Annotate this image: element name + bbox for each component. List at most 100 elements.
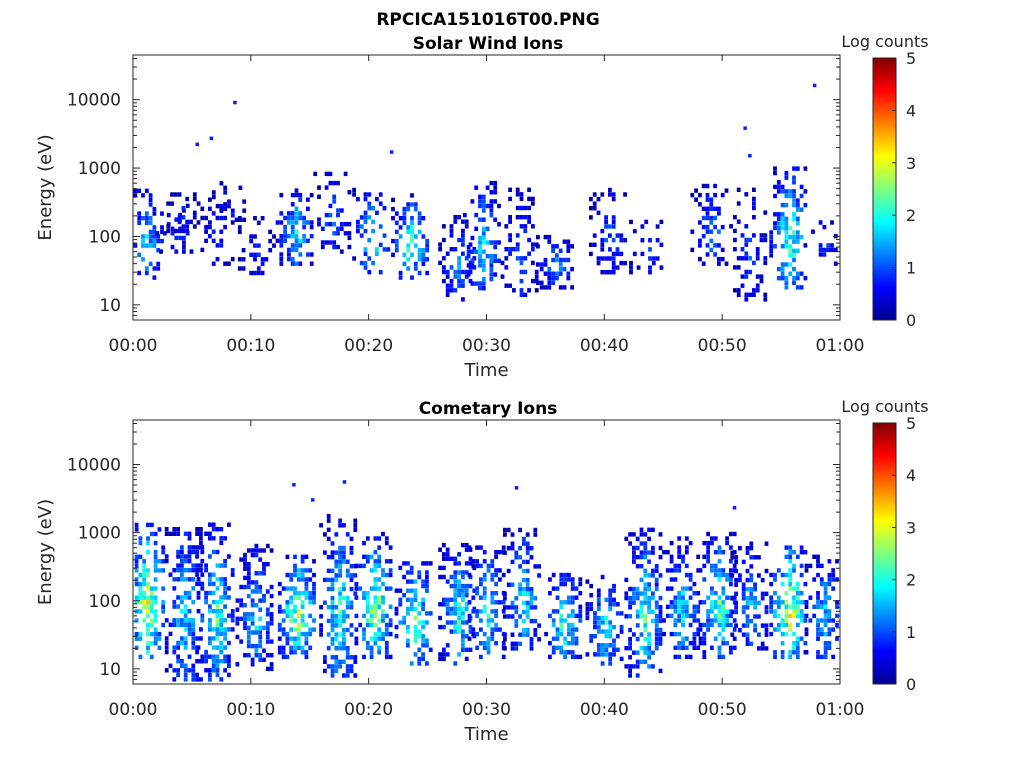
- heatmap-cell: [332, 240, 337, 245]
- heatmap-cell: [522, 587, 526, 592]
- heatmap-cell: [792, 600, 796, 605]
- heatmap-cell: [354, 613, 359, 619]
- heatmap-cell: [732, 595, 737, 600]
- heatmap-cell: [204, 668, 208, 673]
- heatmap-cell: [398, 216, 403, 221]
- heatmap-cell: [651, 595, 655, 601]
- heatmap-cell: [780, 641, 785, 646]
- heatmap-cell: [445, 556, 450, 561]
- heatmap-cell: [567, 600, 571, 605]
- heatmap-cell: [730, 550, 735, 555]
- heatmap-cell: [745, 623, 750, 628]
- heatmap-cell: [211, 645, 216, 650]
- heatmap-cell: [265, 634, 270, 640]
- heatmap-cell: [170, 201, 174, 206]
- heatmap-cell: [647, 600, 651, 605]
- heatmap-cell: [279, 234, 284, 239]
- heatmap-cell: [309, 224, 314, 230]
- heatmap-cell: [289, 595, 294, 600]
- heatmap-cell: [272, 234, 276, 239]
- heatmap-cell: [481, 281, 486, 286]
- heatmap-cell: [816, 591, 820, 596]
- heatmap-cell: [211, 211, 216, 216]
- heatmap-cell: [246, 639, 251, 644]
- heatmap-cell: [445, 579, 450, 584]
- heatmap-cell: [811, 229, 815, 234]
- heatmap-cell: [567, 627, 571, 632]
- heatmap-cell: [339, 208, 344, 213]
- heatmap-cell: [662, 631, 666, 637]
- heatmap-cell: [328, 171, 333, 177]
- heatmap-cell: [174, 249, 179, 254]
- heatmap-cell: [567, 595, 571, 600]
- heatmap-cell: [705, 243, 710, 248]
- heatmap-cell: [752, 196, 756, 202]
- heatmap-cell: [654, 577, 659, 583]
- heatmap-cell: [596, 597, 601, 602]
- heatmap-cell: [466, 254, 471, 259]
- heatmap-cell: [269, 548, 274, 553]
- heatmap-cell: [522, 577, 526, 583]
- heatmap-cell: [309, 261, 314, 266]
- heatmap-cell: [354, 595, 359, 600]
- heatmap-cell: [548, 591, 552, 596]
- heatmap-cell: [230, 613, 235, 618]
- heatmap-cell: [615, 634, 620, 639]
- heatmap-cell: [353, 655, 358, 660]
- heatmap-cell: [713, 604, 718, 609]
- heatmap-cell: [464, 593, 469, 598]
- heatmap-cell: [185, 231, 190, 236]
- heatmap-cell: [384, 536, 389, 541]
- heatmap-cell: [312, 572, 316, 578]
- heatmap-cell: [219, 599, 224, 605]
- heatmap-cell: [604, 615, 609, 621]
- heatmap-cell: [741, 582, 746, 587]
- heatmap-cell: [494, 600, 498, 605]
- heatmap-cell: [183, 604, 188, 609]
- heatmap-cell: [149, 622, 154, 628]
- heatmap-cell: [204, 595, 208, 600]
- heatmap-cell: [304, 654, 309, 660]
- heatmap-cell: [138, 581, 143, 587]
- heatmap-cell: [141, 243, 145, 248]
- heatmap-cell: [658, 573, 663, 578]
- heatmap-cell: [166, 222, 171, 227]
- heatmap-cell: [324, 212, 329, 218]
- heatmap-cell: [788, 189, 793, 194]
- heatmap-cell: [425, 579, 429, 584]
- heatmap-cell: [339, 249, 344, 254]
- heatmap-cell: [178, 235, 182, 241]
- heatmap-cell: [600, 574, 605, 580]
- heatmap-cell: [725, 609, 729, 614]
- heatmap-cell: [570, 581, 575, 587]
- heatmap-cell: [701, 261, 706, 266]
- heatmap-cell: [830, 243, 834, 248]
- heatmap-cell: [692, 604, 697, 609]
- heatmap-cell: [334, 623, 339, 628]
- heatmap-cell: [187, 549, 192, 555]
- heatmap-cell: [438, 602, 442, 607]
- heatmap-cell: [417, 634, 422, 639]
- heatmap-cell: [191, 663, 196, 668]
- heatmap-cell: [191, 549, 196, 555]
- heatmap-cell: [804, 631, 809, 637]
- heatmap-cell: [180, 663, 184, 668]
- heatmap-cell: [780, 212, 785, 217]
- heatmap-cell: [508, 251, 512, 256]
- heatmap-cell: [294, 220, 299, 225]
- heatmap-cell: [172, 622, 177, 627]
- heatmap-cell: [823, 591, 828, 596]
- heatmap-cell: [153, 609, 158, 614]
- heatmap-cell: [788, 550, 793, 555]
- heatmap-cell: [757, 646, 761, 651]
- heatmap-cell: [658, 532, 663, 537]
- heatmap-cell: [764, 568, 769, 574]
- heatmap-cell: [684, 572, 689, 578]
- heatmap-cell: [551, 618, 556, 623]
- heatmap-cell: [479, 618, 483, 623]
- heatmap-cell: [827, 641, 832, 646]
- heatmap-cell: [256, 266, 261, 271]
- heatmap-cell: [269, 621, 274, 626]
- heatmap-cell: [713, 636, 718, 641]
- heatmap-cell: [730, 609, 735, 615]
